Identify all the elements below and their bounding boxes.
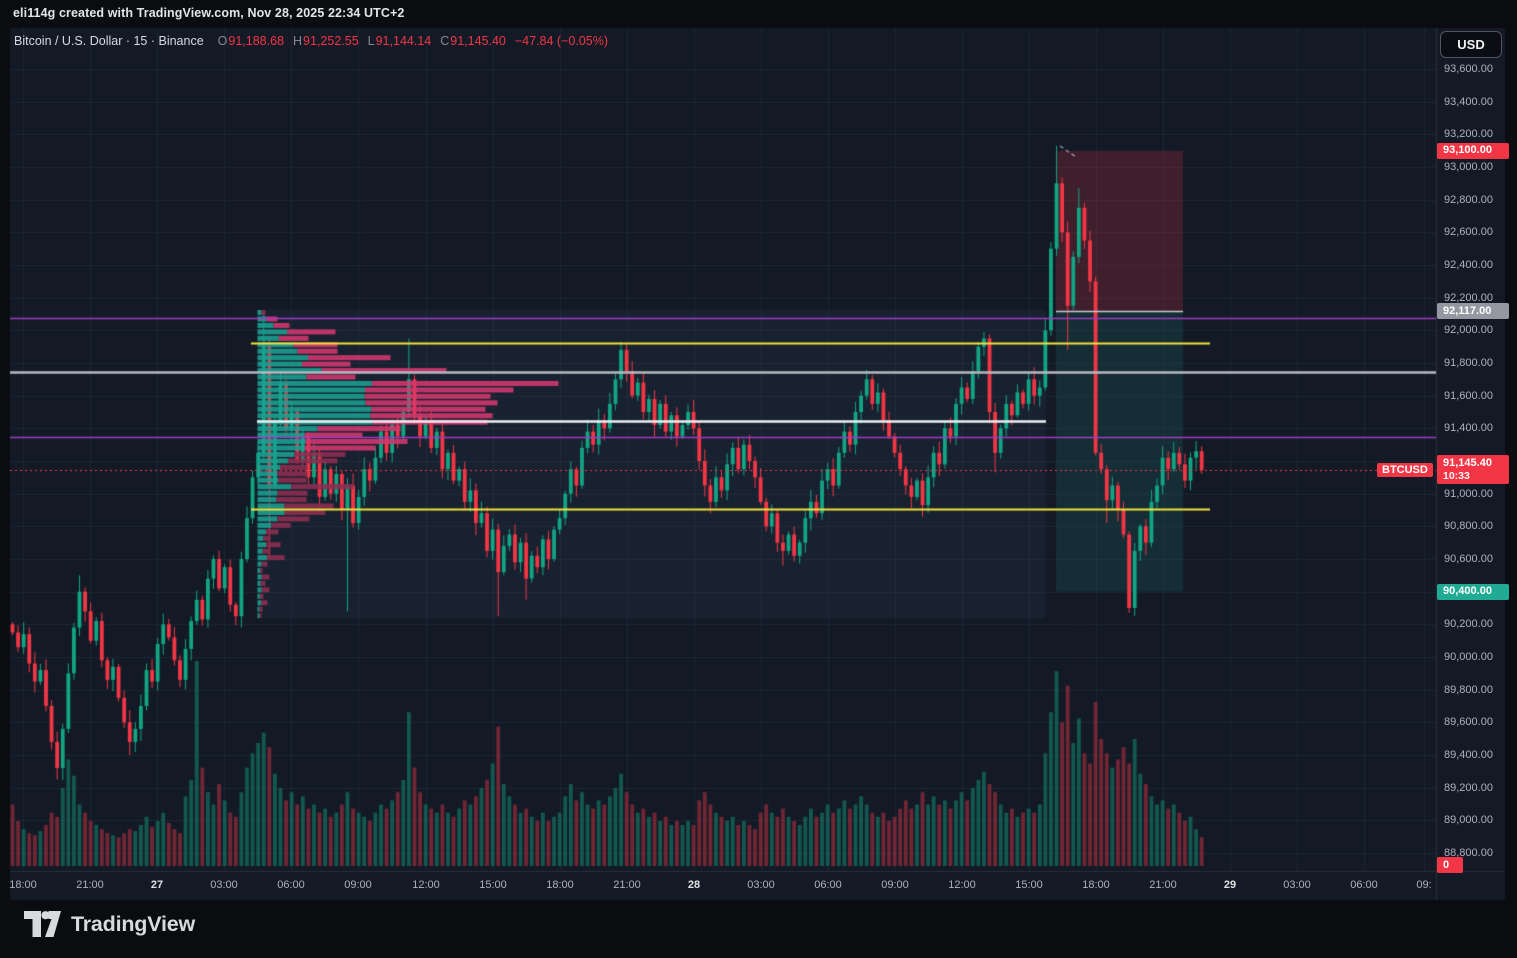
price-badge-last: 91,145.40 10:33 xyxy=(1437,455,1509,485)
open-label: O xyxy=(217,34,228,48)
time-axis-label: 12:00 xyxy=(412,879,440,891)
time-axis-label: 09: xyxy=(1416,879,1432,891)
price-axis-label: 93,400.00 xyxy=(1444,95,1493,108)
price-axis-label: 93,600.00 xyxy=(1444,63,1493,75)
price-axis-label: 90,800.00 xyxy=(1444,520,1493,533)
price-axis-label: 89,400.00 xyxy=(1444,749,1493,761)
time-axis-label: 18:00 xyxy=(546,879,574,891)
attribution-text: eli114g created with TradingView.com, No… xyxy=(13,6,405,20)
price-axis-label: 91,800.00 xyxy=(1444,357,1493,369)
price-axis-label: 92,800.00 xyxy=(1444,193,1493,206)
time-axis-label: 21:00 xyxy=(76,879,104,891)
close-value: 91,145.40 xyxy=(450,34,506,48)
price-axis-label: 89,800.00 xyxy=(1444,683,1493,696)
price-axis-label: 91,400.00 xyxy=(1444,422,1493,435)
time-axis-label: 03:00 xyxy=(210,879,238,891)
change-value: −47.84 (−0.05%) xyxy=(514,34,608,48)
time-axis-label: 12:00 xyxy=(948,879,976,891)
volume-zero-badge: 0 xyxy=(1437,857,1463,873)
time-axis-label: 29 xyxy=(1223,879,1237,891)
time-axis-label: 03:00 xyxy=(747,879,775,891)
price-axis-label: 92,600.00 xyxy=(1444,226,1493,239)
price-axis-label: 92,200.00 xyxy=(1444,291,1493,304)
currency-toggle-button[interactable]: USD xyxy=(1440,31,1502,58)
low-value: 91,144.14 xyxy=(375,34,432,48)
time-axis-label: 28 xyxy=(687,879,701,891)
time-axis-label: 06:00 xyxy=(1350,879,1378,891)
price-axis-label: 89,600.00 xyxy=(1444,716,1493,729)
tradingview-branding[interactable]: TradingView xyxy=(24,911,195,937)
close-label: C xyxy=(440,34,450,48)
time-axis-label: 15:00 xyxy=(479,879,507,891)
time-axis-label: 06:00 xyxy=(814,879,842,891)
price-axis-label: 91,000.00 xyxy=(1444,487,1493,500)
open-value: 91,188.68 xyxy=(228,34,285,48)
price-axis-label: 93,200.00 xyxy=(1444,128,1493,141)
time-axis-label: 03:00 xyxy=(1283,879,1311,891)
low-label: L xyxy=(367,34,375,48)
price-axis[interactable]: 93,600.00 93,400.00 93,200.00 93,000.00 92,8… xyxy=(1436,28,1505,871)
price-axis-label: 91,600.00 xyxy=(1444,389,1493,402)
high-value: 91,252.55 xyxy=(303,34,359,48)
price-badge-box-top: 93,100.00 xyxy=(1437,142,1509,159)
time-axis-label: 15:00 xyxy=(1015,879,1043,891)
price-axis-label: 88,800.00 xyxy=(1444,847,1493,859)
last-price-symbol-label: BTCUSD xyxy=(1377,462,1433,477)
symbol-legend: Bitcoin / U.S. Dollar · 15 · Binance O91,… xyxy=(14,34,608,48)
time-axis-label: 09:00 xyxy=(344,879,372,891)
price-axis-label: 90,600.00 xyxy=(1444,553,1493,565)
price-axis-label: 92,400.00 xyxy=(1444,259,1493,271)
time-axis-label: 18:00 xyxy=(1082,879,1110,891)
price-axis-label: 89,000.00 xyxy=(1444,814,1493,827)
time-axis-label: 27 xyxy=(150,879,164,891)
price-axis-label: 89,200.00 xyxy=(1444,781,1493,794)
time-axis-label: 09:00 xyxy=(881,879,909,891)
price-axis-label: 92,000.00 xyxy=(1444,324,1493,337)
price-badge-box-bottom: 90,400.00 xyxy=(1437,583,1509,600)
time-axis-label: 18:00 xyxy=(9,879,37,891)
price-badge-box-mid: 92,117.00 xyxy=(1437,303,1509,320)
high-label: H xyxy=(293,34,303,48)
symbol-title[interactable]: Bitcoin / U.S. Dollar · 15 · Binance xyxy=(14,34,204,48)
tradingview-logo-icon xyxy=(24,911,61,937)
time-axis-label: 21:00 xyxy=(1149,879,1177,891)
time-axis[interactable]: 18:00 21:00 27 03:00 06:00 09:00 12:00 15:00 18:… xyxy=(9,872,1505,900)
time-axis-label: 21:00 xyxy=(613,879,641,891)
brand-name: TradingView xyxy=(71,911,196,936)
time-axis-label: 06:00 xyxy=(277,879,305,891)
price-axis-label: 90,000.00 xyxy=(1444,651,1493,663)
price-axis-label: 90,200.00 xyxy=(1444,618,1493,631)
price-axis-label: 93,000.00 xyxy=(1444,161,1493,173)
